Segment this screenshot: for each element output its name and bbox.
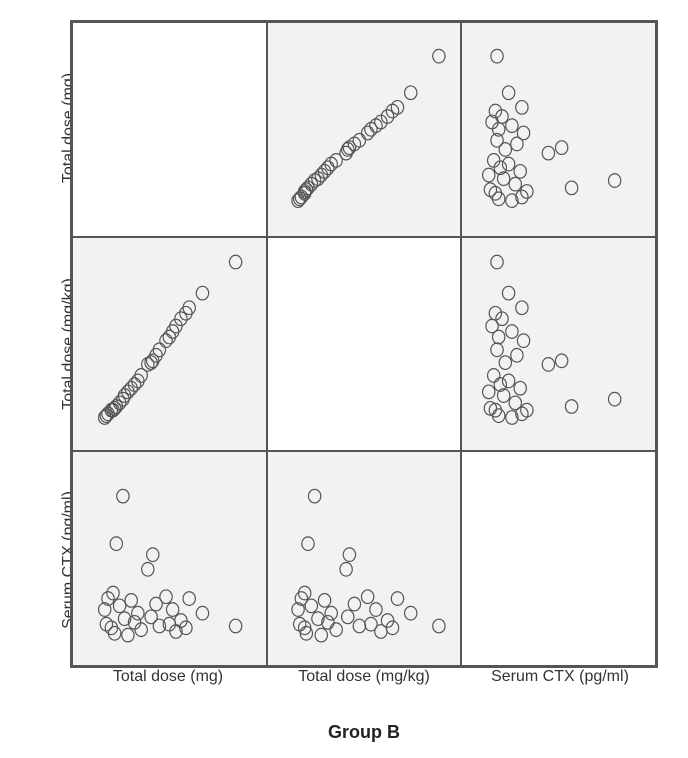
matrix-grid [70,20,658,668]
scatter-marker [301,537,313,551]
scatter-marker [491,49,503,63]
y-axis-labels: Total dose (mg) Total dose (mg/kg) Serum… [0,20,70,668]
scatter-marker [514,381,526,395]
x-label-0: Total dose (mg) [70,668,266,708]
scatter-marker [229,620,241,634]
panel-2-1 [267,451,462,666]
panel-2-0 [72,451,267,666]
scatter-marker [330,623,342,637]
scatter-marker [343,548,355,562]
scatter-marker [183,592,195,606]
scatter-marker [135,623,147,637]
scatter-marker [518,334,530,348]
panel-svg-2-0 [73,452,266,665]
scatter-marker [516,101,528,115]
scatter-marker [125,594,137,608]
scatter-marker [160,334,172,348]
scatter-marker [543,146,555,160]
scatter-marker [117,490,129,504]
scatter-marker [315,629,327,643]
panel-svg-2-1 [268,452,461,665]
scatter-marker [110,537,122,551]
scatter-marker [556,141,568,155]
scatter-marker [196,286,208,300]
scatter-marker [142,563,154,577]
x-label-2: Serum CTX (pg/ml) [462,668,658,708]
panel-svg-1-2 [462,238,655,451]
scatter-marker [543,357,555,371]
scatter-marker [506,324,518,338]
scatter-marker [566,399,578,413]
scatter-marker [113,599,125,613]
scatter-marker [432,49,444,63]
scatter-marker [325,607,337,621]
scatter-marker [609,174,621,188]
panel-1-0 [72,237,267,452]
scatter-marker [361,126,373,140]
panel-0-1 [267,22,462,237]
scatter-marker [128,377,140,391]
scatter-marker [511,348,523,362]
scatter-marker [318,165,330,179]
scatter-marker [340,563,352,577]
scatter-marker [369,603,381,617]
panel-blank-2-2 [461,451,656,666]
scatter-marker [518,126,530,140]
scatter-marker [348,598,360,612]
scatter-marker [499,355,511,369]
scatter-marker [391,592,403,606]
scatter-marker [318,594,330,608]
scatter-marker [491,343,503,357]
main-title: Group B [70,722,658,743]
scatter-marker [488,154,500,168]
scatter-marker [147,548,159,562]
scatter-marker [556,354,568,368]
scatter-marker [488,368,500,382]
panel-1-2 [461,237,656,452]
panel-svg-0-1 [268,23,461,236]
scatter-marker [122,629,134,643]
scatter-marker [566,181,578,195]
scatter-marker [341,610,353,624]
scatter-marker [107,587,119,601]
panel-svg-1-0 [73,238,266,451]
scatter-marker [516,301,528,315]
scatter-marker [521,185,533,199]
scatter-marker [229,255,241,269]
scatter-marker [509,396,521,410]
scatter-marker [609,392,621,406]
scatter-marker [491,255,503,269]
scatter-marker [483,385,495,399]
matrix-area [70,20,658,668]
scatter-marker [432,620,444,634]
panel-svg-0-2 [462,23,655,236]
scatter-marker [506,119,518,133]
x-axis-labels: Total dose (mg) Total dose (mg/kg) Serum… [70,668,658,708]
scatter-marker [321,161,333,175]
panel-0-2 [461,22,656,237]
scatter-marker [166,603,178,617]
panel-blank-1-1 [267,237,462,452]
scatter-matrix-figure: Total dose (mg) Total dose (mg/kg) Serum… [0,0,688,758]
scatter-marker [361,590,373,604]
scatter-marker [503,286,515,300]
scatter-marker [125,381,137,395]
scatter-marker [503,374,515,388]
scatter-marker [404,86,416,100]
scatter-marker [132,607,144,621]
scatter-marker [353,620,365,634]
scatter-marker [308,490,320,504]
x-label-1: Total dose (mg/kg) [266,668,462,708]
panel-blank-0-0 [72,22,267,237]
scatter-marker [514,165,526,179]
scatter-marker [483,168,495,182]
scatter-marker [196,607,208,621]
scatter-marker [509,177,521,191]
scatter-marker [404,607,416,621]
scatter-marker [503,86,515,100]
scatter-marker [160,590,172,604]
scatter-marker [305,599,317,613]
scatter-marker [503,157,515,171]
